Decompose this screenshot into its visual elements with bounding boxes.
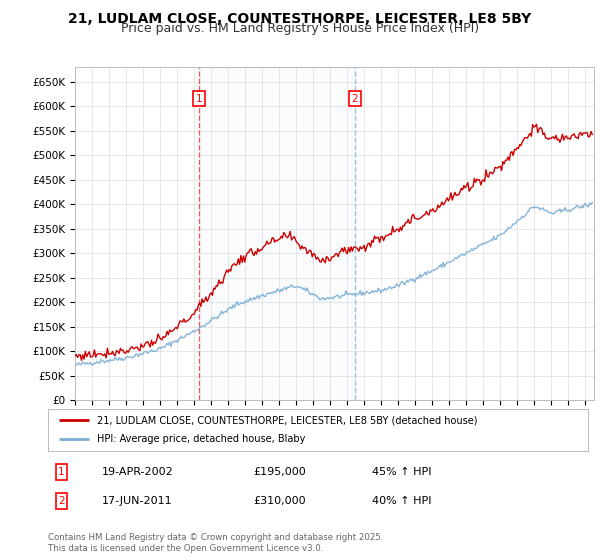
Text: £310,000: £310,000 bbox=[253, 496, 306, 506]
Text: Price paid vs. HM Land Registry's House Price Index (HPI): Price paid vs. HM Land Registry's House … bbox=[121, 22, 479, 35]
Text: 40% ↑ HPI: 40% ↑ HPI bbox=[372, 496, 431, 506]
Text: 1: 1 bbox=[58, 467, 65, 477]
Text: Contains HM Land Registry data © Crown copyright and database right 2025.
This d: Contains HM Land Registry data © Crown c… bbox=[48, 533, 383, 553]
Text: HPI: Average price, detached house, Blaby: HPI: Average price, detached house, Blab… bbox=[97, 435, 305, 445]
Text: 45% ↑ HPI: 45% ↑ HPI bbox=[372, 467, 431, 477]
Text: £195,000: £195,000 bbox=[253, 467, 306, 477]
Text: 21, LUDLAM CLOSE, COUNTESTHORPE, LEICESTER, LE8 5BY: 21, LUDLAM CLOSE, COUNTESTHORPE, LEICEST… bbox=[68, 12, 532, 26]
Text: 1: 1 bbox=[196, 94, 202, 104]
Text: 21, LUDLAM CLOSE, COUNTESTHORPE, LEICESTER, LE8 5BY (detached house): 21, LUDLAM CLOSE, COUNTESTHORPE, LEICEST… bbox=[97, 415, 477, 425]
Text: 19-APR-2002: 19-APR-2002 bbox=[102, 467, 174, 477]
Text: 2: 2 bbox=[58, 496, 65, 506]
Bar bbox=[199, 67, 355, 400]
Text: 2: 2 bbox=[352, 94, 358, 104]
Text: 17-JUN-2011: 17-JUN-2011 bbox=[102, 496, 173, 506]
